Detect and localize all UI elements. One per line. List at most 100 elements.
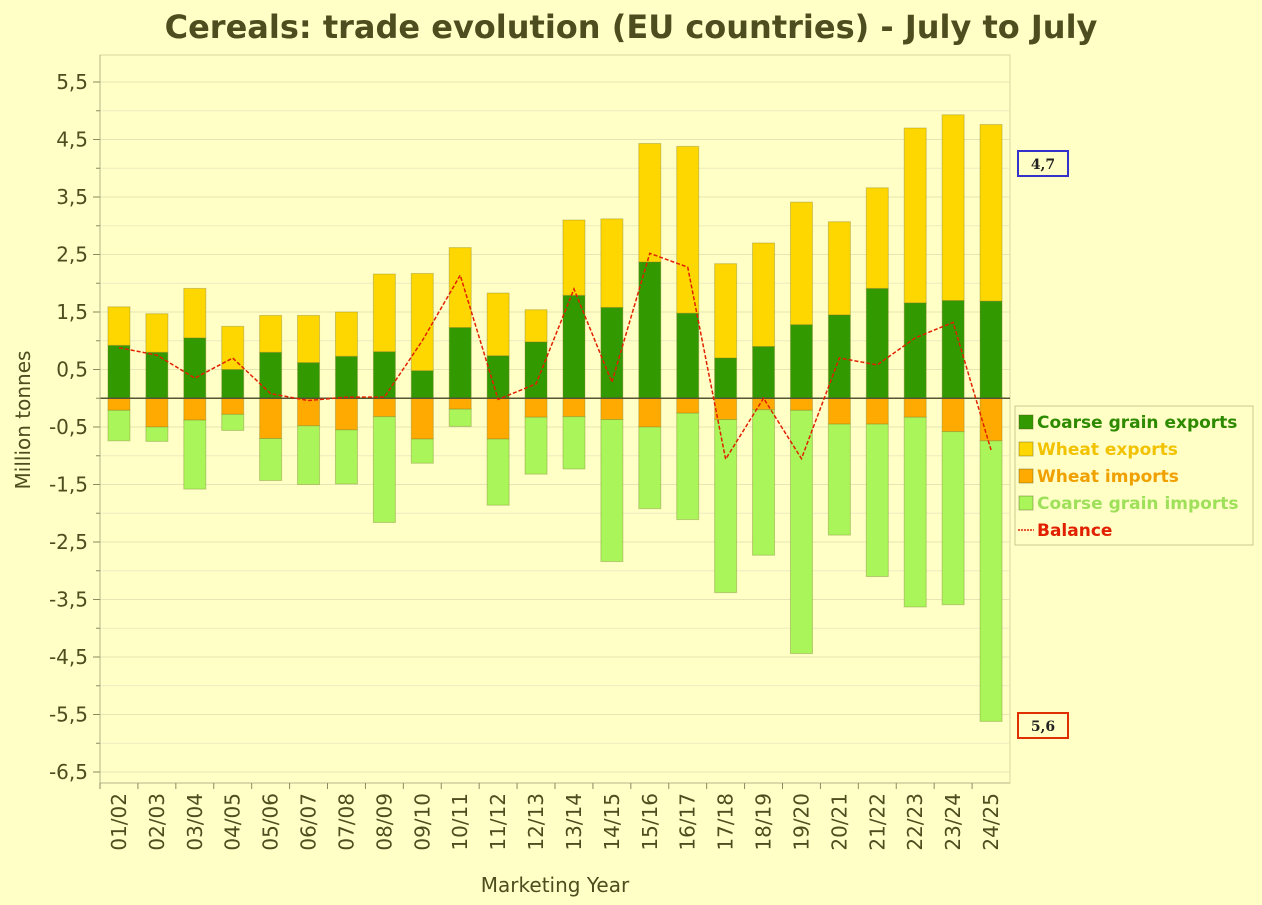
y-tick-label: -6,5 <box>49 760 88 784</box>
balance-line-layer <box>118 252 992 462</box>
x-tick-label: 06/07 <box>297 793 321 851</box>
bar-wheat-imports <box>372 397 396 418</box>
bar-wheat-exports <box>714 263 738 359</box>
bar-coarse-grain-imports <box>334 429 358 485</box>
bar-wheat-imports <box>562 397 586 418</box>
bar-wheat-imports <box>221 397 245 415</box>
bar-wheat-exports <box>486 292 510 357</box>
bar-wheat-imports <box>524 397 548 418</box>
legend-label: Coarse grain exports <box>1037 413 1237 433</box>
x-tick-label: 11/12 <box>486 793 510 851</box>
bar-coarse-grain-imports <box>297 425 321 486</box>
x-tick-label: 22/23 <box>903 793 927 851</box>
bar-wheat-exports <box>448 247 472 329</box>
bar-coarse-grain-exports <box>865 287 889 399</box>
legend-label: Balance <box>1037 521 1112 541</box>
bar-coarse-grain-imports <box>676 412 700 521</box>
y-tick-label: 3,5 <box>56 185 88 209</box>
x-tick-label: 19/20 <box>789 793 813 851</box>
bar-coarse-grain-imports <box>865 423 889 577</box>
y-tick-label: 1,5 <box>56 300 88 324</box>
bar-coarse-grain-exports <box>676 312 700 399</box>
bar-coarse-grain-exports <box>372 351 396 399</box>
bar-wheat-exports <box>107 306 131 346</box>
bar-coarse-grain-exports <box>334 355 358 399</box>
y-tick-label: -2,5 <box>49 530 88 554</box>
legend-label: Wheat imports <box>1037 467 1179 487</box>
bar-coarse-grain-exports <box>297 362 321 399</box>
x-tick-label: 24/25 <box>979 793 1003 851</box>
y-tick-label: -3,5 <box>49 588 88 612</box>
bar-coarse-grain-imports <box>448 408 472 427</box>
bar-wheat-exports <box>789 201 813 326</box>
x-tick-label: 23/24 <box>941 793 965 851</box>
bar-coarse-grain-exports <box>638 261 662 399</box>
bar-wheat-exports <box>259 314 283 353</box>
bar-wheat-exports <box>600 218 624 308</box>
y-axis-label: Million tonnes <box>11 351 35 490</box>
bar-coarse-grain-imports <box>562 416 586 470</box>
bar-coarse-grain-imports <box>183 419 207 490</box>
x-tick-label: 21/22 <box>865 793 889 851</box>
annotation-label: 4,7 <box>1031 157 1055 173</box>
annotation-box <box>1017 150 1069 177</box>
x-tick-label: 12/13 <box>524 793 548 851</box>
bar-coarse-grain-imports <box>145 426 169 442</box>
x-tick-label: 07/08 <box>334 793 358 851</box>
bar-wheat-imports <box>979 397 1003 442</box>
bar-wheat-exports <box>865 187 889 289</box>
bar-coarse-grain-exports <box>789 324 813 399</box>
bar-coarse-grain-exports <box>107 344 131 399</box>
x-axis-label: Marketing Year <box>481 873 630 897</box>
bar-wheat-exports <box>183 287 207 339</box>
x-tick-label: 15/16 <box>638 793 662 851</box>
bar-coarse-grain-exports <box>221 369 245 399</box>
bar-wheat-imports <box>638 397 662 428</box>
x-tick-label: 16/17 <box>676 793 700 851</box>
bar-coarse-grain-exports <box>979 300 1003 399</box>
bar-coarse-grain-exports <box>448 327 472 399</box>
bar-coarse-grain-exports <box>259 351 283 399</box>
bar-coarse-grain-exports <box>714 357 738 399</box>
bar-coarse-grain-imports <box>752 409 776 556</box>
x-tick-label: 01/02 <box>107 793 131 851</box>
legend-box <box>1014 405 1254 546</box>
bar-coarse-grain-exports <box>145 351 169 399</box>
y-tick-label: 2,5 <box>56 243 88 267</box>
bar-coarse-grain-imports <box>600 419 624 563</box>
bar-wheat-exports <box>903 127 927 304</box>
annotations: 4,7 5,6 <box>1017 150 1069 739</box>
annotation-box <box>1017 712 1069 739</box>
x-tick-label: 13/14 <box>562 793 586 851</box>
bar-wheat-imports <box>410 397 434 440</box>
bar-wheat-imports <box>486 397 510 440</box>
legend-label: Coarse grain imports <box>1037 494 1238 514</box>
legend-swatch <box>1018 468 1034 484</box>
bar-wheat-exports <box>297 314 321 364</box>
bar-coarse-grain-imports <box>107 409 131 442</box>
bar-wheat-imports <box>676 397 700 414</box>
bar-wheat-imports <box>752 397 776 411</box>
x-tick-label: 18/19 <box>752 793 776 851</box>
bar-coarse-grain-exports <box>562 294 586 399</box>
x-tick-label: 02/03 <box>145 793 169 851</box>
bar-wheat-exports <box>145 313 169 353</box>
bar-wheat-exports <box>638 143 662 263</box>
bar-wheat-exports <box>562 219 586 296</box>
bar-coarse-grain-exports <box>410 370 434 399</box>
bar-coarse-grain-imports <box>221 413 245 431</box>
bar-coarse-grain-imports <box>486 438 510 506</box>
bar-coarse-grain-exports <box>752 346 776 399</box>
x-tick-label: 20/21 <box>827 793 851 851</box>
bar-wheat-imports <box>865 397 889 425</box>
x-tick-label: 17/18 <box>714 793 738 851</box>
bar-wheat-exports <box>410 272 434 372</box>
bar-wheat-exports <box>979 124 1003 302</box>
x-tick-label: 14/15 <box>600 793 624 851</box>
x-tick-label: 03/04 <box>183 793 207 851</box>
x-tick-label: 05/06 <box>259 793 283 851</box>
bar-coarse-grain-exports <box>600 306 624 399</box>
legend-swatch <box>1018 414 1034 430</box>
bar-coarse-grain-imports <box>827 423 851 536</box>
